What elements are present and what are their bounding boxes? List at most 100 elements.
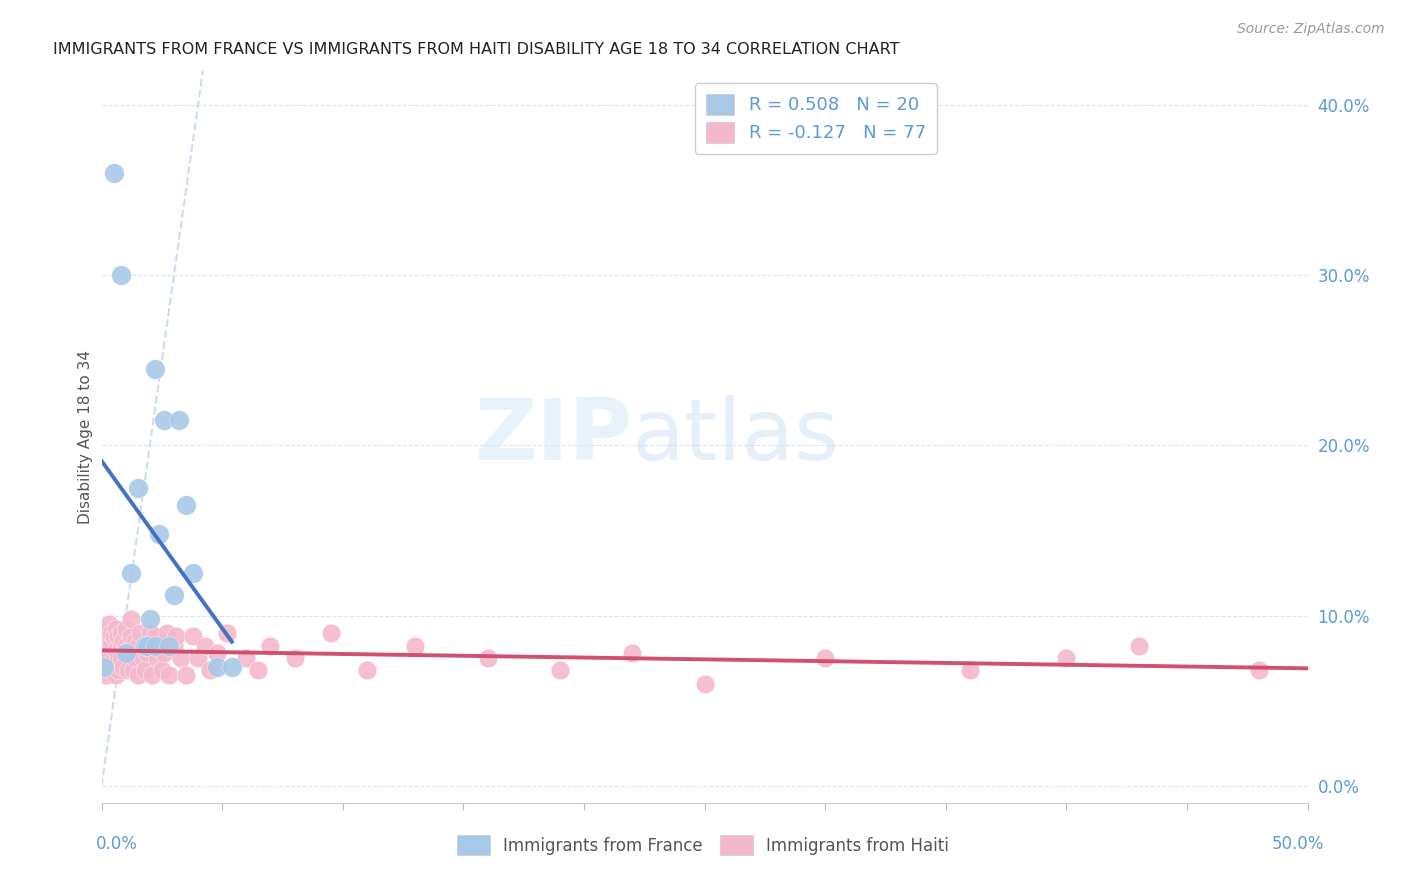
Point — [148, 640, 170, 654]
Point — [120, 612, 142, 626]
Point — [100, 660, 122, 674]
Point — [148, 527, 170, 541]
Point — [97, 651, 120, 665]
Point — [139, 612, 162, 626]
Point — [1249, 663, 1271, 677]
Point — [134, 640, 156, 654]
Point — [319, 625, 342, 640]
Point — [284, 651, 307, 665]
Point — [477, 651, 499, 665]
Point — [134, 640, 156, 654]
Point — [124, 634, 146, 648]
Point — [131, 651, 153, 665]
Point — [959, 663, 981, 677]
Point — [181, 566, 204, 581]
Point — [194, 640, 217, 654]
Point — [259, 640, 281, 654]
Legend: R = 0.508   N = 20, R = -0.127   N = 77: R = 0.508 N = 20, R = -0.127 N = 77 — [695, 83, 936, 153]
Point — [97, 617, 120, 632]
Point — [181, 629, 204, 643]
Point — [187, 651, 209, 665]
Point — [110, 640, 132, 654]
Point — [120, 566, 142, 581]
Point — [157, 640, 180, 654]
Point — [136, 640, 159, 654]
Point — [117, 663, 139, 677]
Point — [114, 640, 136, 654]
Point — [97, 634, 120, 648]
Point — [157, 668, 180, 682]
Text: IMMIGRANTS FROM FRANCE VS IMMIGRANTS FROM HAITI DISABILITY AGE 18 TO 34 CORRELAT: IMMIGRANTS FROM FRANCE VS IMMIGRANTS FRO… — [53, 42, 900, 57]
Point — [105, 642, 128, 657]
Point — [96, 668, 118, 682]
Point — [110, 268, 132, 282]
Point — [105, 668, 128, 682]
Text: 0.0%: 0.0% — [96, 835, 138, 853]
Point — [1128, 640, 1150, 654]
Point — [103, 651, 125, 665]
Point — [247, 663, 270, 677]
Point — [143, 640, 166, 654]
Point — [207, 646, 229, 660]
Point — [124, 651, 146, 665]
Point — [170, 651, 193, 665]
Point — [1056, 651, 1078, 665]
Point — [198, 663, 221, 677]
Point — [174, 668, 197, 682]
Point — [141, 668, 163, 682]
Point — [150, 663, 173, 677]
Text: Source: ZipAtlas.com: Source: ZipAtlas.com — [1237, 22, 1385, 37]
Point — [221, 660, 243, 674]
Point — [103, 166, 125, 180]
Point — [814, 651, 837, 665]
Point — [122, 642, 145, 657]
Point — [356, 663, 378, 677]
Point — [110, 625, 132, 640]
Point — [153, 413, 176, 427]
Point — [114, 646, 136, 660]
Text: 50.0%: 50.0% — [1272, 835, 1324, 853]
Point — [156, 625, 179, 640]
Point — [110, 651, 132, 665]
Point — [120, 629, 142, 643]
Point — [163, 640, 186, 654]
Point — [215, 625, 238, 640]
Point — [134, 663, 156, 677]
Y-axis label: Disability Age 18 to 34: Disability Age 18 to 34 — [79, 350, 93, 524]
Point — [103, 629, 125, 643]
Point — [107, 651, 129, 665]
Point — [143, 361, 166, 376]
Point — [127, 481, 149, 495]
Point — [136, 646, 159, 660]
Point — [235, 651, 257, 665]
Point — [93, 651, 115, 665]
Point — [96, 642, 118, 657]
Point — [127, 668, 149, 682]
Point — [112, 660, 135, 674]
Point — [139, 625, 162, 640]
Point — [167, 413, 190, 427]
Point — [93, 660, 115, 674]
Point — [139, 640, 162, 654]
Point — [112, 634, 135, 648]
Text: ZIP: ZIP — [475, 395, 633, 478]
Point — [100, 640, 122, 654]
Legend: Immigrants from France, Immigrants from Haiti: Immigrants from France, Immigrants from … — [450, 829, 956, 862]
Point — [127, 640, 149, 654]
Point — [174, 498, 197, 512]
Point — [100, 625, 122, 640]
Point — [207, 660, 229, 674]
Point — [153, 646, 176, 660]
Point — [107, 663, 129, 677]
Point — [143, 629, 166, 643]
Point — [114, 623, 136, 637]
Point — [122, 663, 145, 677]
Point — [117, 642, 139, 657]
Point — [146, 651, 169, 665]
Point — [96, 625, 118, 640]
Point — [163, 588, 186, 602]
Point — [93, 640, 115, 654]
Point — [693, 677, 716, 691]
Point — [105, 623, 128, 637]
Point — [404, 640, 426, 654]
